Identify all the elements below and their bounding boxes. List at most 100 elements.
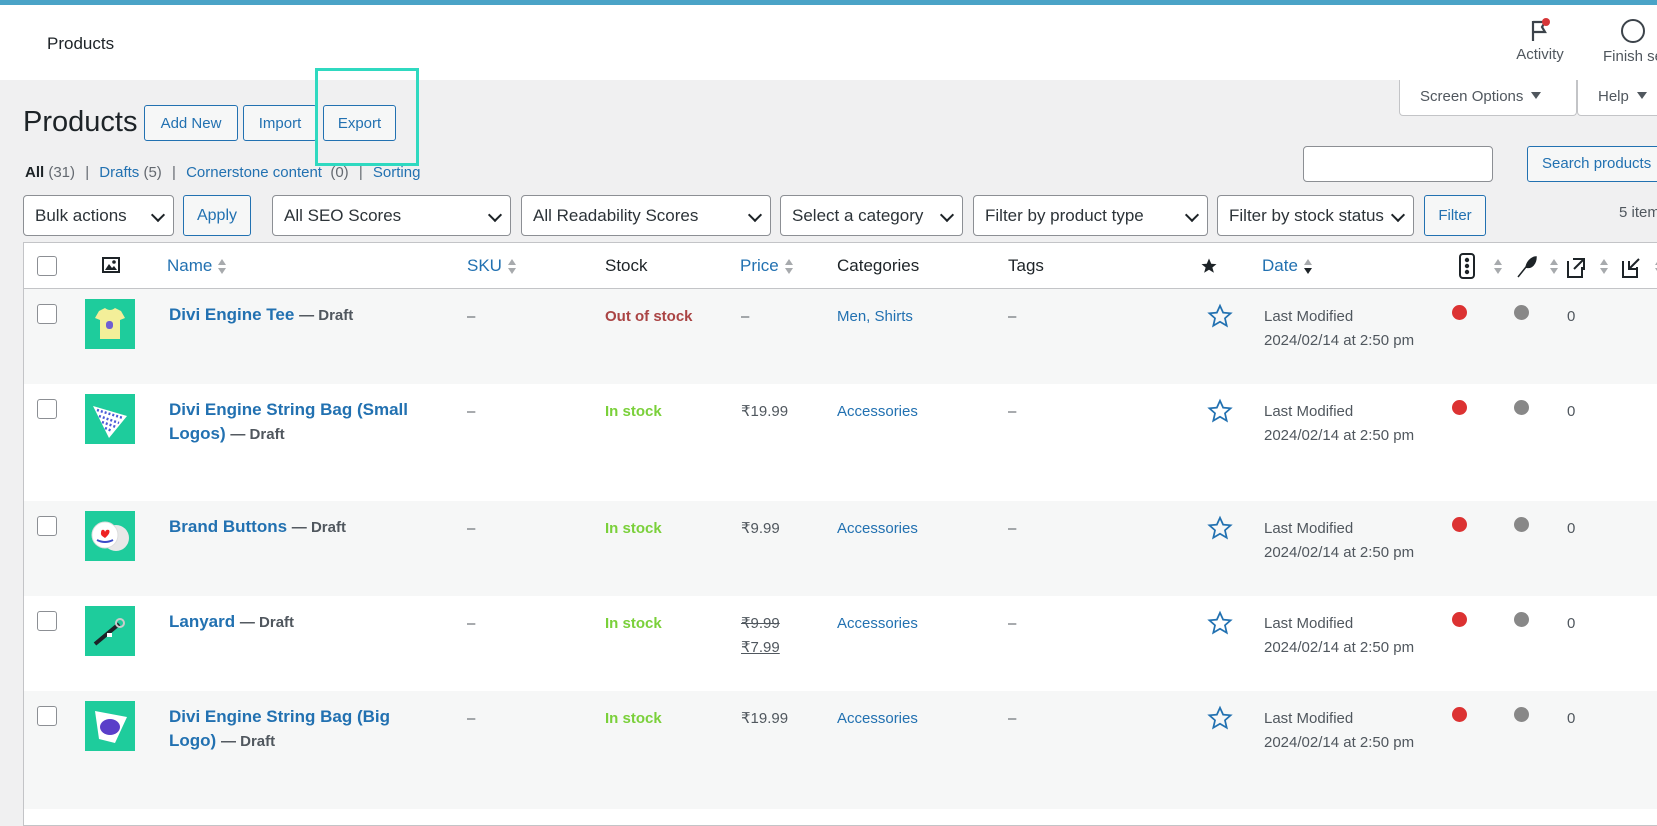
col-price[interactable]: Price: [740, 256, 794, 276]
category-link[interactable]: Accessories: [837, 520, 918, 537]
row-checkbox[interactable]: [37, 516, 57, 536]
category-link[interactable]: Accessories: [837, 710, 918, 727]
regular-price: ₹9.99: [741, 615, 780, 632]
string-bag-thumbnail[interactable]: [85, 394, 135, 444]
big-logo-bag-thumbnail[interactable]: [85, 701, 135, 751]
drafts-count: (5): [143, 164, 162, 181]
product-status: — Draft: [299, 307, 354, 324]
filter-drafts-link[interactable]: Drafts: [99, 164, 140, 181]
row-checkbox[interactable]: [37, 706, 57, 726]
sort-icon[interactable]: [1494, 258, 1503, 276]
product-name-cell: Divi Engine Tee — Draft: [169, 303, 439, 328]
cornerstone-count: (0): [330, 164, 349, 181]
apply-button[interactable]: Apply: [183, 195, 251, 236]
product-name-link[interactable]: Divi Engine Tee: [169, 305, 295, 324]
traffic-light-icon: [1459, 253, 1475, 279]
filter-button[interactable]: Filter: [1424, 195, 1486, 236]
sort-icon[interactable]: [1600, 258, 1609, 276]
select-all-checkbox[interactable]: [37, 256, 57, 276]
featured-star-icon[interactable]: [1200, 257, 1218, 275]
separator: |: [85, 164, 90, 181]
readability-dot: [1514, 400, 1529, 415]
readability-dot: [1514, 517, 1529, 532]
chevron-down-icon: [747, 207, 763, 223]
links-count: 0: [1567, 308, 1576, 325]
readability-dot: [1514, 305, 1529, 320]
date-cell: Last Modified 2024/02/14 at 2:50 pm: [1264, 710, 1415, 751]
seo-score-dot: [1452, 707, 1467, 722]
table-row: Divi Engine String Bag (Small Logos) — D…: [24, 384, 1657, 501]
readability-score-select[interactable]: All Readability Scores: [521, 195, 771, 236]
product-name-link[interactable]: Divi Engine String Bag (Big Logo): [169, 707, 391, 750]
stock-status: In stock: [605, 520, 662, 537]
help-button[interactable]: Help: [1577, 80, 1657, 116]
lanyard-thumbnail[interactable]: [85, 606, 135, 656]
finish-label: Finish se: [1602, 48, 1657, 65]
top-header: Products Activity Finish se: [0, 5, 1657, 80]
table-header: Name SKU Stock Price Categories Tags Dat…: [24, 243, 1657, 289]
product-name-link[interactable]: Divi Engine String Bag (Small Logos): [169, 400, 408, 443]
col-date[interactable]: Date: [1262, 256, 1313, 276]
star-outline-icon[interactable]: [1207, 610, 1233, 636]
finish-setup-button[interactable]: Finish se: [1588, 17, 1657, 65]
category-select[interactable]: Select a category: [780, 195, 963, 236]
readability-dot: [1514, 707, 1529, 722]
tags-cell: –: [1008, 308, 1017, 325]
star-outline-icon[interactable]: [1207, 705, 1233, 731]
page-title: Products: [23, 106, 138, 138]
filter-all-link[interactable]: All: [25, 164, 45, 181]
star-outline-icon[interactable]: [1207, 515, 1233, 541]
seo-score-dot: [1452, 305, 1467, 320]
import-button[interactable]: Import: [243, 105, 317, 141]
col-stock: Stock: [605, 256, 648, 275]
export-button[interactable]: Export: [323, 105, 396, 141]
sort-icon[interactable]: [1655, 258, 1657, 276]
sorting-link[interactable]: Sorting: [372, 164, 421, 181]
readability-value: All Readability Scores: [533, 206, 699, 225]
activity-label: Activity: [1516, 46, 1564, 63]
category-link[interactable]: Men, Shirts: [837, 308, 913, 325]
readability-dot: [1514, 612, 1529, 627]
status-filter-links: All (31) | Drafts (5) | Cornerstone cont…: [25, 164, 420, 181]
search-products-button[interactable]: Search products: [1527, 146, 1657, 182]
price-cell: ₹9.99 ₹7.99: [741, 612, 780, 660]
sort-icon[interactable]: [1550, 258, 1559, 276]
category-link[interactable]: Accessories: [837, 403, 918, 420]
buttons-thumbnail[interactable]: [85, 511, 135, 561]
product-type-select[interactable]: Filter by product type: [973, 195, 1208, 236]
col-name[interactable]: Name: [167, 256, 227, 276]
product-name-link[interactable]: Lanyard: [169, 612, 236, 631]
star-outline-icon[interactable]: [1207, 398, 1233, 424]
col-sku[interactable]: SKU: [467, 256, 517, 276]
outgoing-links-icon: [1567, 258, 1585, 278]
row-checkbox[interactable]: [37, 611, 57, 631]
category-link[interactable]: Accessories: [837, 615, 918, 632]
stock-status-select[interactable]: Filter by stock status: [1217, 195, 1414, 236]
sort-desc-icon: [1303, 258, 1313, 276]
tags-cell: –: [1008, 710, 1017, 727]
row-checkbox[interactable]: [37, 399, 57, 419]
chevron-down-icon: [487, 207, 503, 223]
search-input[interactable]: [1303, 146, 1493, 182]
product-status: — Draft: [230, 426, 285, 443]
add-new-button[interactable]: Add New: [144, 105, 238, 141]
row-checkbox[interactable]: [37, 304, 57, 324]
star-outline-icon[interactable]: [1207, 303, 1233, 329]
col-categories: Categories: [837, 256, 920, 275]
bulk-actions-select[interactable]: Bulk actions: [23, 195, 174, 236]
sku-cell: –: [467, 710, 476, 727]
filter-cornerstone-link[interactable]: Cornerstone content: [186, 164, 322, 181]
seo-score-select[interactable]: All SEO Scores: [272, 195, 511, 236]
links-count: 0: [1567, 403, 1576, 420]
seo-score-dot: [1452, 612, 1467, 627]
sku-cell: –: [467, 615, 476, 632]
product-name-link[interactable]: Brand Buttons: [169, 517, 288, 536]
tags-cell: –: [1008, 520, 1017, 537]
image-icon: [102, 257, 120, 273]
help-label: Help: [1598, 88, 1629, 105]
screen-options-button[interactable]: Screen Options: [1399, 80, 1577, 116]
tshirt-thumbnail[interactable]: [85, 299, 135, 349]
activity-button[interactable]: Activity: [1505, 17, 1575, 63]
separator: |: [358, 164, 363, 181]
stock-status: In stock: [605, 615, 662, 632]
